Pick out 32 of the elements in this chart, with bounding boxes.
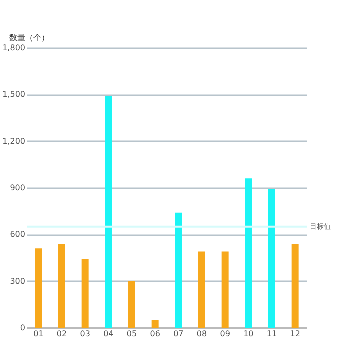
bar [82, 260, 89, 328]
x-tick-label: 10 [244, 330, 254, 338]
x-tick-label: 03 [80, 330, 90, 338]
y-tick-label: 300 [10, 276, 26, 286]
bar [268, 190, 276, 328]
x-tick-label: 07 [174, 330, 184, 338]
x-tick-label: 04 [104, 330, 114, 338]
y-axis-title: 数量（个） [10, 34, 50, 42]
y-tick-label: 1,500 [2, 90, 26, 100]
x-tick-label: 09 [220, 330, 230, 338]
x-tick-label: 06 [150, 330, 160, 338]
bar [152, 320, 159, 328]
y-tick-label: 1,800 [2, 44, 26, 52]
y-tick-label: 900 [10, 184, 26, 192]
bar [128, 281, 136, 328]
x-tick-label: 05 [126, 330, 138, 338]
x-tick-label: 08 [196, 330, 208, 338]
bar [222, 252, 229, 328]
bar [198, 252, 206, 328]
bar [175, 212, 182, 328]
bar [292, 244, 299, 328]
bar [105, 96, 112, 328]
x-tick-label: 11 [266, 330, 278, 338]
bar [35, 248, 42, 328]
x-tick-label: 02 [56, 330, 68, 338]
y-tick-label: 600 [10, 230, 26, 240]
x-tick-label: 12 [290, 330, 300, 338]
bar [245, 178, 252, 328]
y-tick-label: 0 [20, 324, 26, 332]
x-tick-label: 01 [34, 330, 44, 338]
y-tick-label: 1,200 [2, 136, 26, 146]
bar [58, 244, 66, 328]
